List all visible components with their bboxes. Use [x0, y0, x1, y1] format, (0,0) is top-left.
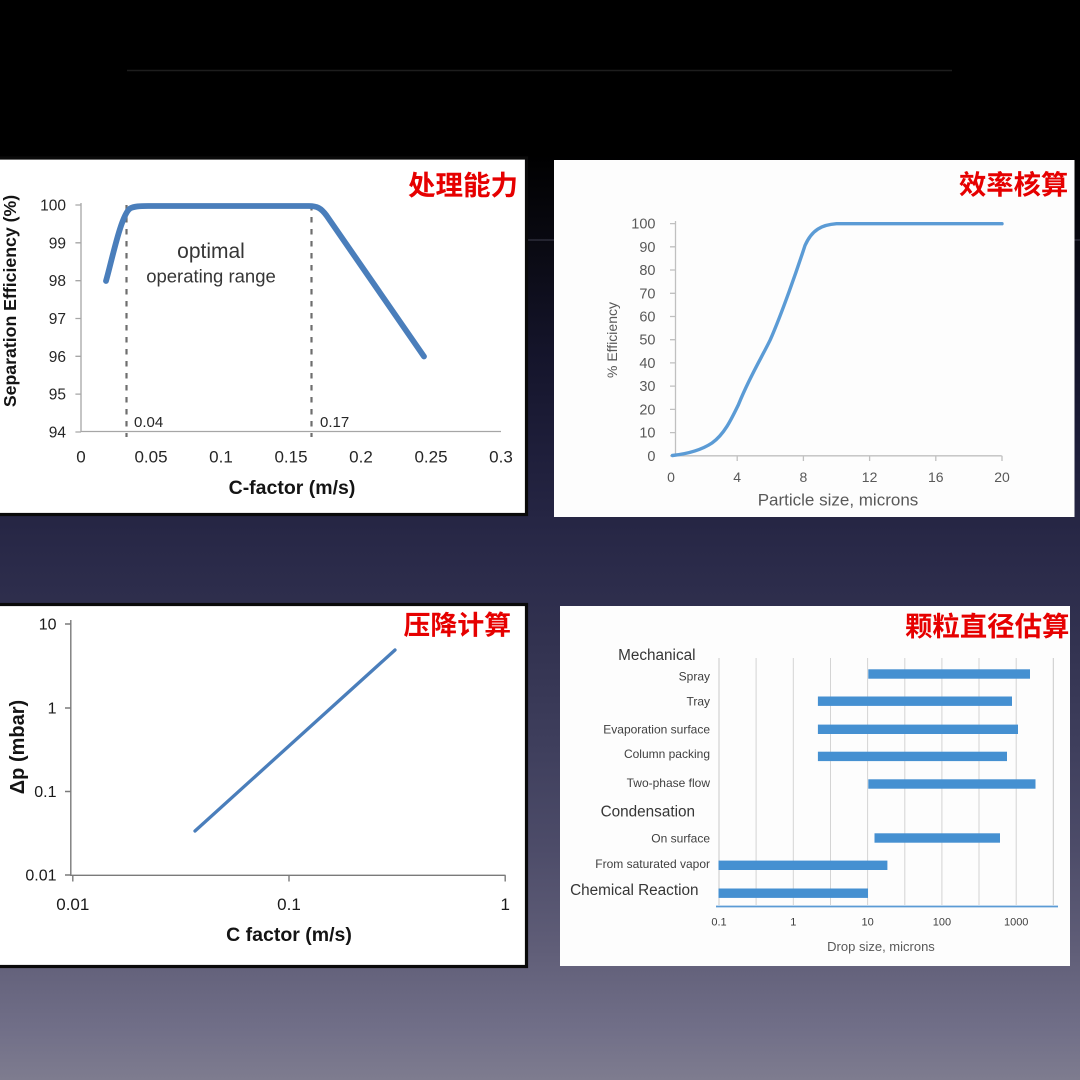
svg-text:20: 20 [639, 402, 655, 418]
svg-text:0.1: 0.1 [277, 895, 301, 914]
svg-text:Drop size, microns: Drop size, microns [827, 939, 935, 954]
svg-text:From saturated vapor: From saturated vapor [595, 857, 710, 871]
svg-text:Column packing: Column packing [624, 747, 710, 761]
svg-text:C-factor (m/s): C-factor (m/s) [229, 477, 356, 499]
svg-text:100: 100 [40, 198, 66, 215]
svg-text:0.1: 0.1 [209, 448, 233, 467]
svg-text:Condensation: Condensation [601, 804, 695, 821]
svg-text:% Efficiency: % Efficiency [604, 302, 620, 378]
svg-text:0.04: 0.04 [134, 414, 163, 431]
svg-text:0.1: 0.1 [34, 784, 56, 801]
svg-text:operating range: operating range [146, 266, 276, 287]
svg-text:90: 90 [639, 240, 655, 256]
svg-text:98: 98 [49, 273, 66, 290]
svg-text:Evaporation surface: Evaporation surface [603, 723, 710, 737]
svg-text:0: 0 [76, 448, 85, 467]
svg-text:50: 50 [639, 333, 655, 349]
svg-text:8: 8 [800, 469, 808, 485]
svg-text:0.25: 0.25 [414, 448, 447, 467]
svg-text:Two-phase flow: Two-phase flow [627, 776, 711, 790]
svg-text:4: 4 [733, 469, 741, 485]
svg-text:0.1: 0.1 [711, 917, 726, 929]
svg-text:0.2: 0.2 [349, 448, 373, 467]
svg-text:40: 40 [639, 356, 655, 372]
svg-text:10: 10 [39, 617, 57, 634]
svg-text:0: 0 [667, 469, 675, 485]
svg-text:1000: 1000 [1004, 917, 1028, 929]
svg-text:Tray: Tray [686, 695, 710, 709]
svg-text:94: 94 [49, 425, 67, 442]
svg-text:0.17: 0.17 [320, 414, 349, 431]
svg-text:0: 0 [647, 449, 655, 465]
svg-text:0.3: 0.3 [489, 448, 513, 467]
svg-text:Spray: Spray [679, 670, 710, 684]
svg-text:60: 60 [639, 310, 655, 326]
svg-text:Mechanical: Mechanical [618, 647, 695, 664]
svg-text:1: 1 [790, 917, 796, 929]
svg-text:30: 30 [639, 379, 655, 395]
svg-text:C factor (m/s): C factor (m/s) [226, 924, 352, 946]
svg-text:16: 16 [928, 469, 944, 485]
svg-text:96: 96 [49, 349, 66, 366]
svg-text:0.01: 0.01 [25, 868, 56, 885]
svg-text:12: 12 [862, 469, 878, 485]
svg-text:95: 95 [49, 387, 66, 404]
svg-text:Δp (mbar): Δp (mbar) [7, 700, 29, 794]
svg-text:80: 80 [639, 263, 655, 279]
svg-text:99: 99 [49, 235, 66, 252]
svg-text:0.15: 0.15 [274, 448, 307, 467]
svg-text:1: 1 [48, 701, 57, 718]
svg-text:On surface: On surface [651, 832, 710, 846]
svg-text:97: 97 [49, 311, 66, 328]
svg-text:10: 10 [861, 917, 873, 929]
svg-text:Separation Efficiency (%): Separation Efficiency (%) [0, 195, 20, 407]
svg-text:Chemical Reaction: Chemical Reaction [570, 882, 698, 899]
svg-text:Particle size, microns: Particle size, microns [758, 491, 919, 510]
svg-text:20: 20 [994, 469, 1010, 485]
svg-text:1: 1 [500, 895, 509, 914]
svg-text:0.01: 0.01 [56, 895, 89, 914]
svg-text:100: 100 [933, 917, 951, 929]
svg-text:optimal: optimal [177, 240, 245, 263]
svg-text:10: 10 [639, 426, 655, 442]
svg-text:0.05: 0.05 [134, 448, 167, 467]
svg-text:70: 70 [639, 286, 655, 302]
svg-text:100: 100 [631, 217, 655, 233]
